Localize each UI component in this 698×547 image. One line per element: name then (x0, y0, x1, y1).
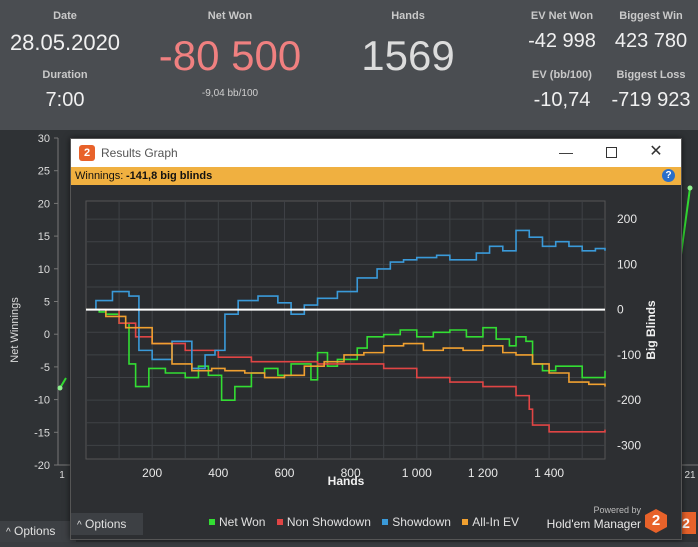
legend-swatch-net-won (209, 519, 215, 525)
legend-net-won: Net Won (219, 515, 266, 529)
help-icon[interactable]: ? (662, 169, 675, 182)
minimize-button[interactable]: — (551, 141, 581, 165)
chevron-up-icon: ^ (6, 527, 11, 538)
background-y-tick: -20 (34, 460, 50, 472)
background-end-point (687, 185, 693, 191)
biggest-loss-value: -719 923 (611, 89, 691, 111)
background-x-last-tick: 21 (684, 470, 696, 481)
background-y-tick: 10 (38, 264, 50, 276)
minimize-icon: — (559, 144, 573, 160)
options-label: Options (85, 517, 127, 531)
powered-by-label: Powered by (593, 505, 641, 515)
x-tick-label: 400 (208, 466, 228, 480)
biggest-win-value: 423 780 (614, 30, 688, 52)
background-options-button[interactable]: ^ Options (0, 521, 76, 542)
legend-showdown: Showdown (392, 515, 451, 529)
background-y-tick: -5 (40, 362, 50, 374)
hands-label: Hands (391, 10, 425, 22)
background-y-tick: 25 (38, 166, 50, 178)
maximize-icon (605, 147, 617, 158)
x-tick-label: 200 (142, 466, 162, 480)
plot-area (85, 200, 606, 460)
date-value: 28.05.2020 (9, 30, 121, 55)
close-button[interactable]: ✕ (641, 141, 671, 165)
winnings-value: -141,8 big blinds (126, 170, 213, 182)
session-stats-panel: Date 28.05.2020 Duration 7:00 Net Won -8… (0, 0, 698, 130)
net-won-value: -80 500 (158, 32, 302, 79)
x-axis-label: Hands (328, 474, 365, 488)
y-tick-label: 100 (617, 257, 637, 271)
background-y-axis-label: Net Winnings (9, 297, 21, 363)
duration-value: 7:00 (45, 89, 85, 111)
hands-value: 1569 (361, 32, 455, 79)
biggest-loss-label: Biggest Loss (616, 69, 686, 81)
legend-swatch-showdown (382, 519, 389, 525)
x-tick-label: 1 400 (534, 466, 564, 480)
background-start-point (57, 385, 63, 391)
series-line-all-in-ev (86, 308, 606, 387)
results-graph-window[interactable]: 2 Results Graph — ✕ Winnings: -141,8 big… (70, 138, 682, 540)
background-y-tick: 20 (38, 198, 50, 210)
chart-legend: Net Won Non Showdown Showdown All-In EV (201, 515, 519, 529)
x-tick-label: 600 (274, 466, 294, 480)
x-tick-label: 800 (341, 466, 361, 480)
background-y-tick: -10 (34, 395, 50, 407)
y-tick-label: -100 (617, 348, 641, 362)
background-x-first-tick: 1 (59, 470, 65, 481)
maximize-button[interactable] (596, 141, 626, 165)
options-button[interactable]: ^ Options (71, 513, 143, 535)
x-tick-label: 1 000 (402, 466, 432, 480)
y-tick-label: -300 (617, 438, 641, 452)
legend-swatch-allin-ev (462, 519, 469, 525)
winnings-banner: Winnings: -141,8 big blinds ? (71, 167, 681, 185)
legend-allin-ev: All-In EV (472, 515, 519, 529)
y-axis-label: Big Blinds (644, 300, 658, 360)
net-won-label: Net Won (207, 10, 253, 22)
background-y-tick: 0 (44, 329, 50, 341)
ev-bb100-label: EV (bb/100) (532, 69, 592, 81)
results-chart: 200 400 600 800 1 000 1 200 1 400 2001000-100-… (85, 200, 658, 488)
hm2-logo-icon: 2 (79, 145, 95, 161)
brand-name: Hold'em Manager (546, 517, 641, 531)
date-label: Date (53, 10, 77, 22)
window-titlebar[interactable]: 2 Results Graph — ✕ (71, 139, 681, 167)
window-title: Results Graph (101, 146, 178, 160)
close-icon: ✕ (649, 143, 663, 160)
background-y-tick: 5 (44, 297, 50, 309)
biggest-win-label: Biggest Win (619, 10, 683, 22)
background-y-tick: -15 (34, 427, 50, 439)
chevron-up-icon: ^ (77, 520, 82, 531)
x-tick-label: 1 200 (468, 466, 498, 480)
legend-non-showdown: Non Showdown (286, 515, 371, 529)
legend-swatch-non-showdown (276, 519, 283, 525)
background-y-tick: 30 (38, 133, 50, 145)
y-tick-label: -200 (617, 393, 641, 407)
winnings-label: Winnings: (75, 170, 124, 182)
duration-label: Duration (42, 69, 88, 81)
background-y-tick: 15 (38, 231, 50, 243)
ev-net-won-value: -42 998 (528, 30, 596, 52)
hm2-brand-logo-icon: 2 (645, 509, 667, 533)
net-won-bb100: -9,04 bb/100 (201, 88, 259, 99)
y-tick-label: 200 (617, 212, 637, 226)
background-options-label: Options (14, 524, 56, 538)
ev-net-won-label: EV Net Won (530, 10, 594, 22)
ev-bb100-value: -10,74 (533, 89, 591, 111)
y-tick-label: 0 (617, 303, 624, 317)
series-line-net-won (86, 308, 606, 401)
